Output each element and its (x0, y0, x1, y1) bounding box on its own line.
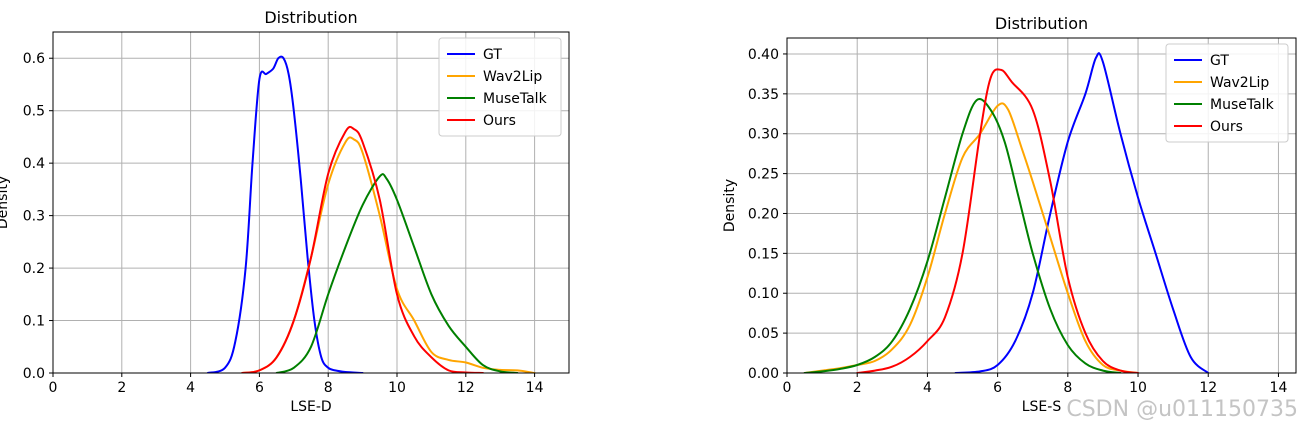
x-tick-label: 14 (526, 380, 544, 396)
y-tick-label: 0.10 (748, 286, 779, 302)
plot-frame (786, 37, 1297, 374)
x-tick-label: 8 (1063, 380, 1072, 396)
series-line-gt (954, 52, 1210, 373)
y-tick-label: 0.6 (23, 51, 45, 67)
series-line-ours (856, 68, 1139, 373)
y-tick-label: 0.4 (23, 156, 45, 172)
x-tick-label: 12 (1199, 380, 1217, 396)
x-tick-label: 4 (186, 380, 195, 396)
y-tick-label: 0.1 (23, 314, 45, 330)
legend-box (438, 37, 562, 137)
y-axis-label: Density (0, 176, 11, 229)
x-tick-label: 0 (49, 380, 58, 396)
x-axis-label: LSE-D (290, 399, 331, 415)
curves-group (206, 55, 536, 373)
y-tick-label: 0.40 (748, 47, 779, 63)
y-tick-label: 0.5 (23, 104, 45, 120)
legend-label: GT (483, 47, 502, 63)
legend-label: Ours (1210, 119, 1243, 135)
y-tick-label: 0.20 (748, 206, 779, 222)
x-tick-label: 2 (117, 380, 126, 396)
y-tick-label: 0.3 (23, 209, 45, 225)
y-axis-label: Density (722, 179, 738, 232)
x-tick-label: 6 (255, 380, 264, 396)
series-line-musetalk (803, 98, 1122, 373)
curves-group (803, 52, 1210, 373)
y-tick-label: 0.00 (748, 366, 779, 382)
chart-panel-lse-s: 0 2 4 6 8 10 12 14 0.00 0.05 0.10 0.15 0.20 0.25 0.30 0… (722, 14, 1297, 415)
series-line-ours (241, 125, 484, 373)
x-tick-label: 14 (1270, 380, 1288, 396)
series-line-wav2lip (241, 136, 536, 373)
x-tick-label: 12 (457, 380, 475, 396)
chart-title: Distribution (995, 14, 1088, 33)
watermark-text: CSDN @u011150735 (1066, 397, 1298, 422)
legend-label: MuseTalk (483, 91, 548, 107)
legend-label: MuseTalk (1210, 97, 1275, 113)
y-tick-label: 0.15 (748, 246, 779, 262)
x-tick-label: 4 (923, 380, 932, 396)
x-tick-label: 2 (853, 380, 862, 396)
y-tick-label: 0.25 (748, 167, 779, 183)
y-tick-label: 0.05 (748, 326, 779, 342)
chart-panel-lse-d: 0 2 4 6 8 10 12 14 0.0 0.1 0.2 0.3 0.4 0.5 0.6 Distribu… (0, 8, 570, 415)
x-tick-label: 6 (993, 380, 1002, 396)
y-tick-label: 0.0 (23, 366, 45, 382)
x-axis-label: LSE-S (1022, 399, 1062, 415)
x-tick-label: 10 (1129, 380, 1147, 396)
series-line-musetalk (275, 173, 519, 373)
y-tick-label: 0.35 (748, 87, 779, 103)
x-tick-label: 0 (783, 380, 792, 396)
chart-title: Distribution (264, 8, 357, 27)
series-line-gt (206, 55, 364, 373)
x-tick-label: 10 (388, 380, 406, 396)
legend-label: Wav2Lip (483, 69, 542, 85)
x-tick-label: 8 (324, 380, 333, 396)
y-tick-label: 0.30 (748, 127, 779, 143)
legend-label: GT (1210, 53, 1229, 69)
legend-box (1165, 43, 1289, 143)
y-tick-label: 0.2 (23, 261, 45, 277)
series-line-wav2lip (803, 102, 1139, 373)
legend-label: Wav2Lip (1210, 75, 1269, 91)
legend-label: Ours (483, 113, 516, 129)
plot-frame (52, 31, 570, 374)
